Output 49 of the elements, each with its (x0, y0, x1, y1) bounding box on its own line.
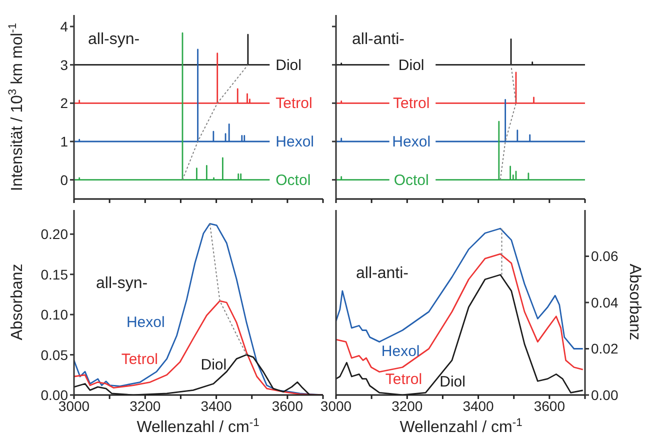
y2-tick-label: 0.02 (591, 340, 618, 357)
series-label: Diol (440, 374, 466, 391)
x-tick-label: 3000 (320, 398, 352, 414)
series-label: Tetrol (276, 95, 312, 112)
line-series (336, 253, 584, 373)
y-tick-label: 1 (60, 133, 68, 150)
y2-tick-label: 0.04 (591, 294, 618, 310)
line-series (74, 32, 270, 181)
y-tick-label: 4 (60, 18, 68, 34)
line-series (74, 300, 323, 395)
x-tick-label: 3600 (272, 398, 304, 414)
series-label: Hexol (276, 134, 314, 150)
y-tick-label: 2 (60, 95, 68, 112)
y-tick-label: 3 (60, 56, 68, 73)
series-label: Octol (276, 172, 311, 189)
annotation: all-syn- (96, 275, 148, 292)
y-axis-title: Absorbanz (9, 264, 26, 340)
series-label: Tetrol (385, 370, 422, 388)
series-label: Diol (276, 56, 302, 74)
series-label: Diol (398, 56, 424, 74)
y2-tick-label: 0.06 (591, 248, 618, 264)
line-series (74, 222, 323, 395)
annotation: all-syn- (88, 31, 140, 48)
series-label: Tetrol (121, 351, 158, 368)
series-label: Hexol (392, 134, 431, 150)
x-tick-label: 3600 (534, 398, 566, 414)
x-axis-title: Wellenzahl / cm$^{-1}$ (400, 417, 522, 436)
line-series (74, 48, 270, 142)
series-label: Tetrol (393, 95, 430, 112)
y2-tick-label: 0.00 (591, 386, 618, 403)
y-tick-label: 0.20 (40, 226, 68, 242)
y-tick-label: 0 (60, 172, 68, 188)
series-label: Diol (200, 356, 227, 374)
line-series (182, 64, 248, 180)
series-label: Octol (394, 172, 429, 189)
x-axis-title: Wellenzahl / cm$^{-1}$ (136, 417, 260, 436)
line-series (74, 52, 270, 104)
x-tick-label: 3200 (392, 398, 423, 414)
series-label: Hexol (126, 314, 165, 331)
annotation: all-anti- (352, 31, 404, 48)
series-label: Hexol (381, 342, 420, 360)
x-tick-label: 3200 (130, 398, 161, 414)
x-tick-label: 3400 (462, 398, 494, 414)
y-tick-label: 0.10 (40, 306, 68, 323)
annotation: all-anti- (356, 265, 408, 282)
y-tick-label: 0.05 (40, 346, 68, 363)
y2-axis-title: Absorbanz (626, 264, 643, 340)
x-tick-label: 3400 (200, 398, 232, 414)
y-tick-label: 0.15 (40, 266, 68, 282)
